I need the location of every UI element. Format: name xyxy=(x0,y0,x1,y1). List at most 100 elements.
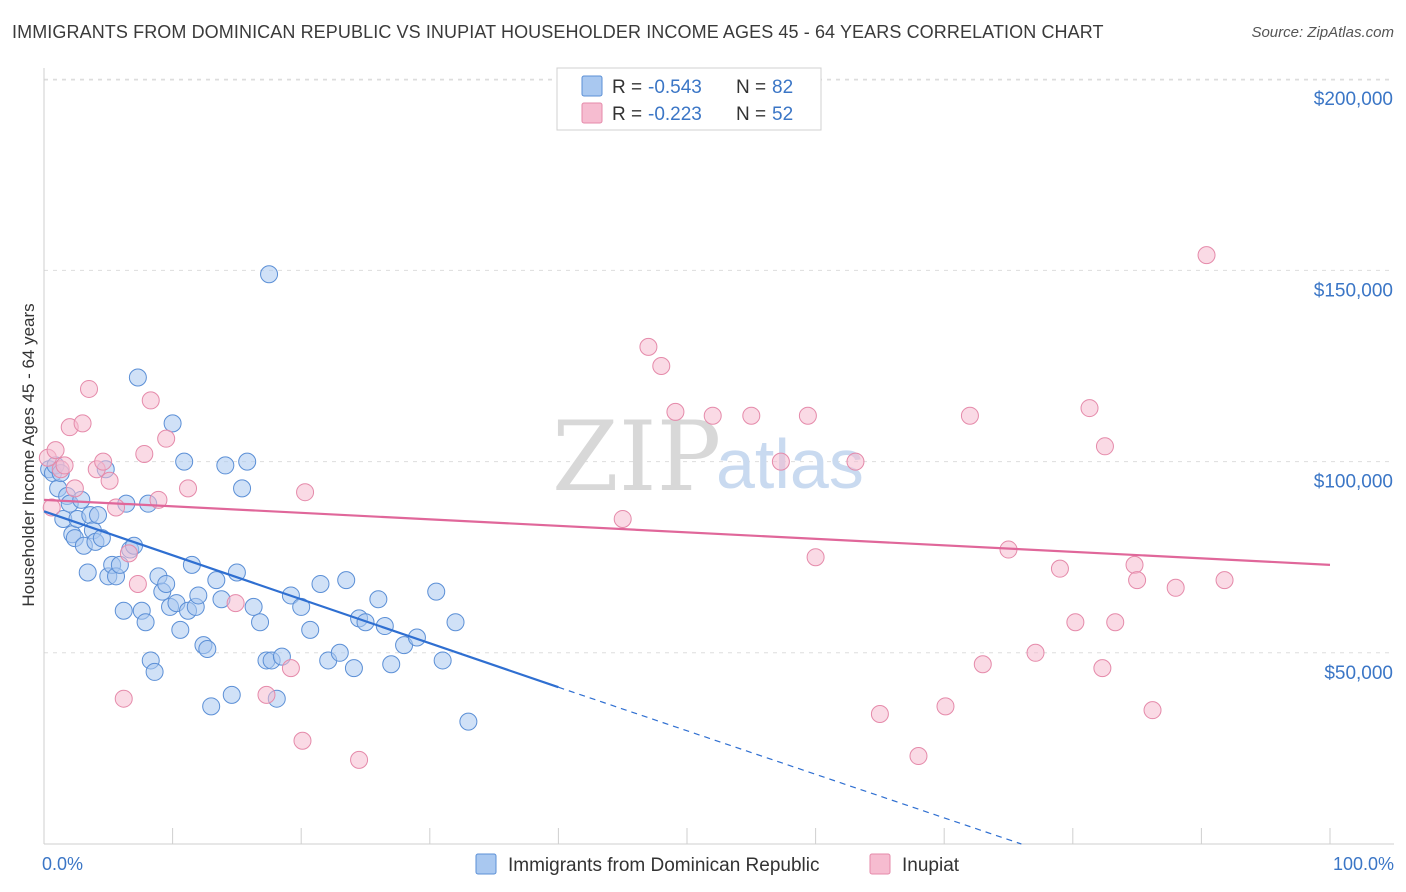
inupiat-point xyxy=(870,704,889,723)
inupiat-point xyxy=(281,659,300,678)
dominican-point xyxy=(311,574,330,593)
inupiat-point xyxy=(128,574,147,593)
dominican-point xyxy=(136,613,155,632)
dominican-point xyxy=(446,613,465,632)
dominican-point xyxy=(427,582,446,601)
legend-n-label-2: N = xyxy=(736,104,766,125)
dominican-point xyxy=(459,712,478,731)
watermark-atlas: atlas xyxy=(716,425,864,503)
dominican-point xyxy=(433,651,452,670)
inupiat-point xyxy=(257,685,276,704)
inupiat-point xyxy=(179,479,198,498)
inupiat-point xyxy=(846,452,865,471)
dominican-point xyxy=(175,452,194,471)
inupiat-point xyxy=(1166,578,1185,597)
y-axis-label: Householder Income Ages 45 - 64 years xyxy=(19,303,38,606)
dominican-point xyxy=(344,659,363,678)
dominican-point xyxy=(163,414,182,433)
dominican-point xyxy=(330,643,349,662)
series-inupiat-points xyxy=(38,246,1234,769)
watermark: ZIP atlas xyxy=(552,401,864,513)
dominican-point xyxy=(337,571,356,590)
y-tick-label: $150,000 xyxy=(1314,280,1393,301)
inupiat-point xyxy=(1093,659,1112,678)
dominican-point xyxy=(216,456,235,475)
dominican-point xyxy=(189,586,208,605)
inupiat-point xyxy=(100,471,119,490)
gridlines xyxy=(44,78,1394,654)
dominican-trend-line xyxy=(43,510,559,689)
dominican-point xyxy=(407,628,426,647)
inupiat-point xyxy=(806,548,825,567)
legend-swatch-pink xyxy=(581,102,603,124)
chart-title: IMMIGRANTS FROM DOMINICAN REPUBLIC VS IN… xyxy=(12,22,1104,42)
inupiat-point xyxy=(107,498,126,517)
dominican-point xyxy=(78,563,97,582)
legend-n-value-2: 52 xyxy=(772,104,793,125)
dominican-point xyxy=(251,613,270,632)
inupiat-point xyxy=(703,406,722,425)
dominican-trend-extension xyxy=(558,686,1022,845)
legend-r-value-1: -0.543 xyxy=(648,77,702,98)
inupiat-point xyxy=(141,391,160,410)
y-tick-labels: $50,000 $100,000 $150,000 $200,000 xyxy=(1314,89,1393,684)
inupiat-point xyxy=(157,429,176,448)
inupiat-point xyxy=(1128,571,1147,590)
dominican-point xyxy=(157,574,176,593)
dominican-point xyxy=(244,597,263,616)
inupiat-point xyxy=(666,402,685,421)
series-legend-label-pink: Inupiat xyxy=(902,855,960,876)
dominican-point xyxy=(202,697,221,716)
inupiat-point xyxy=(73,414,92,433)
dominican-point xyxy=(171,620,190,639)
inupiat-point xyxy=(1080,399,1099,418)
y-tick-label: $200,000 xyxy=(1314,89,1393,110)
inupiat-point xyxy=(149,490,168,509)
series-legend-swatch-pink xyxy=(869,853,891,875)
dominican-point xyxy=(233,479,252,498)
source-label: Source: ZipAtlas.com xyxy=(1251,24,1394,41)
legend-swatch-blue xyxy=(581,75,603,97)
dominican-point xyxy=(222,685,241,704)
inupiat-point xyxy=(80,379,99,398)
inupiat-point xyxy=(293,731,312,750)
inupiat-point xyxy=(226,594,245,613)
inupiat-point xyxy=(936,697,955,716)
series-dominican-points xyxy=(40,265,478,731)
inupiat-point xyxy=(742,406,761,425)
inupiat-point xyxy=(1215,571,1234,590)
inupiat-point xyxy=(1106,613,1125,632)
inupiat-point xyxy=(1050,559,1069,578)
x-tick-label-max: 100.0% xyxy=(1333,854,1394,874)
inupiat-point xyxy=(46,441,65,460)
series-legend-swatch-blue xyxy=(475,853,497,875)
dominican-point xyxy=(145,662,164,681)
x-ticks xyxy=(172,828,1331,844)
inupiat-point xyxy=(350,750,369,769)
dominican-point xyxy=(301,620,320,639)
inupiat-point xyxy=(1143,701,1162,720)
legend-n-value-1: 82 xyxy=(772,77,793,98)
y-tick-label: $100,000 xyxy=(1314,472,1393,493)
watermark-zip: ZIP xyxy=(552,401,721,513)
dominican-point xyxy=(92,529,111,548)
inupiat-point xyxy=(94,452,113,471)
legend-r-value-2: -0.223 xyxy=(648,104,702,125)
inupiat-point xyxy=(65,479,84,498)
inupiat-point xyxy=(973,655,992,674)
inupiat-point xyxy=(613,509,632,528)
inupiat-point xyxy=(1095,437,1114,456)
dominican-point xyxy=(238,452,257,471)
y-tick-label: $50,000 xyxy=(1324,663,1393,684)
inupiat-point xyxy=(1197,246,1216,265)
dominican-point xyxy=(369,590,388,609)
legend-r-label-1: R = xyxy=(612,77,642,98)
series-legend: Immigrants from Dominican Republic Inupi… xyxy=(475,853,960,876)
inupiat-point xyxy=(296,483,315,502)
inupiat-point xyxy=(771,452,790,471)
legend-r-label-2: R = xyxy=(612,104,642,125)
stats-legend: R = -0.543 N = 82 R = -0.223 N = 52 xyxy=(556,67,822,131)
dominican-point xyxy=(207,571,226,590)
legend-n-label-1: N = xyxy=(736,77,766,98)
